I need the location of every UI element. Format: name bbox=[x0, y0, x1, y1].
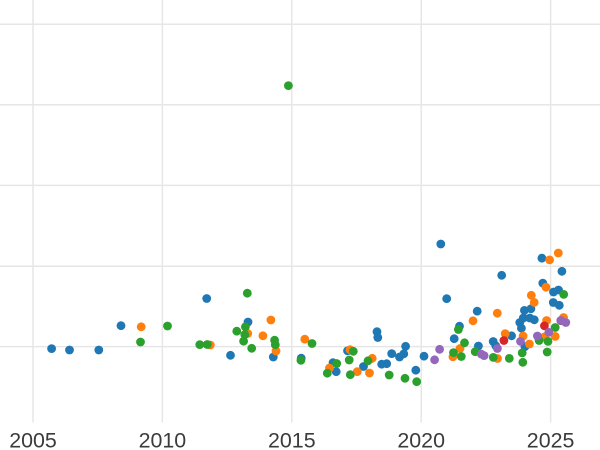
svg-text:2005: 2005 bbox=[9, 429, 57, 450]
svg-text:2020: 2020 bbox=[397, 429, 445, 450]
svg-text:2025: 2025 bbox=[527, 429, 575, 450]
svg-text:2010: 2010 bbox=[139, 429, 187, 450]
svg-text:2015: 2015 bbox=[268, 429, 316, 450]
